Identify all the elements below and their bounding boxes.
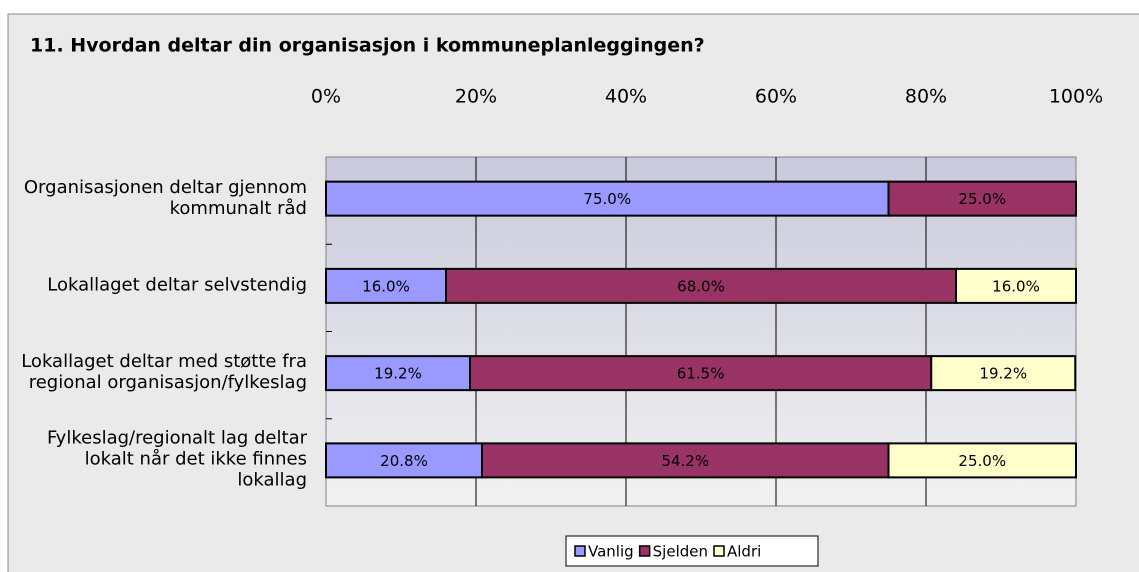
legend-swatch — [713, 545, 725, 557]
bar — [887, 442, 1077, 479]
data-label: 19.2% — [979, 365, 1027, 383]
data-label: 16.0% — [992, 277, 1040, 295]
bar — [445, 267, 957, 304]
bar — [325, 442, 483, 479]
legend — [565, 535, 819, 567]
legend-swatch — [638, 545, 651, 557]
y-tick-label: Lokallaget deltar selvstendig — [47, 274, 307, 296]
chart-title: 11. Hvordan deltar din organisasjon i ko… — [30, 35, 705, 57]
data-label: 54.2% — [661, 452, 709, 470]
bar — [955, 267, 1077, 304]
x-tick-label: 100% — [1049, 86, 1103, 108]
y-tick-label: Lokallaget deltar med støtte fra regiona… — [21, 351, 307, 394]
x-tick-label: 60% — [755, 86, 797, 108]
legend-label: Vanlig — [588, 543, 634, 561]
bar — [930, 355, 1077, 392]
data-label: 68.0% — [677, 277, 725, 295]
x-tick-label: 80% — [905, 86, 947, 108]
data-label: 19.2% — [374, 365, 422, 383]
legend-label: Sjelden — [653, 543, 708, 561]
data-label: 75.0% — [583, 190, 631, 208]
data-label: 25.0% — [958, 452, 1006, 470]
bar — [887, 180, 1077, 217]
data-label: 16.0% — [362, 277, 410, 295]
legend-swatch — [574, 545, 586, 557]
data-label: 61.5% — [677, 365, 725, 383]
x-tick-label: 40% — [605, 86, 647, 108]
y-tick-label: Fylkeslag/regionalt lag deltar lokalt nå… — [46, 427, 307, 491]
y-tick-label: Organisasjonen deltar gjennom kommunalt … — [23, 176, 307, 219]
legend-label: Aldri — [727, 543, 761, 561]
bar — [469, 355, 933, 392]
x-tick-label: 20% — [455, 86, 497, 108]
data-label: 20.8% — [380, 452, 428, 470]
x-tick-label: 0% — [311, 86, 341, 108]
data-label: 25.0% — [958, 190, 1006, 208]
